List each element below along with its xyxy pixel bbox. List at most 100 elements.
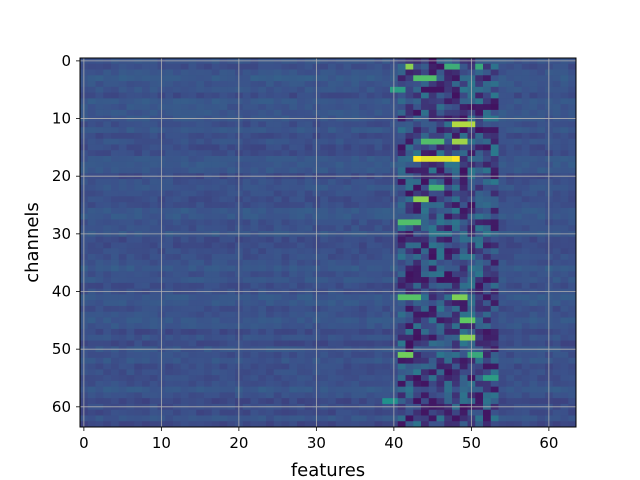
heatmap-cell — [281, 300, 290, 307]
heatmap-cell — [382, 167, 391, 174]
heatmap-cell — [266, 236, 275, 243]
heatmap-cell — [483, 236, 492, 243]
heatmap-cell — [95, 190, 104, 197]
heatmap-cell — [126, 277, 135, 284]
heatmap-cell — [250, 294, 259, 301]
heatmap-cell — [366, 311, 375, 318]
heatmap-cell — [498, 127, 507, 134]
heatmap-cell — [459, 323, 468, 330]
heatmap-cell — [560, 132, 569, 140]
heatmap-cell — [490, 265, 499, 272]
heatmap-cell — [521, 86, 530, 93]
heatmap-cell — [297, 121, 306, 128]
heatmap-cell — [452, 179, 461, 186]
heatmap-cell — [87, 179, 96, 186]
heatmap-cell — [281, 121, 290, 128]
heatmap-cell — [95, 375, 104, 382]
heatmap-cell — [118, 219, 127, 226]
heatmap-cell — [421, 386, 430, 393]
heatmap-cell — [126, 311, 135, 318]
heatmap-cell — [87, 259, 96, 266]
heatmap-cell — [444, 63, 453, 70]
heatmap-cell — [483, 213, 492, 220]
heatmap-cell — [428, 109, 437, 117]
heatmap-cell — [459, 161, 468, 168]
heatmap-cell — [273, 161, 282, 168]
heatmap-cell — [452, 328, 461, 336]
heatmap-cell — [273, 109, 282, 117]
heatmap-cell — [289, 254, 298, 261]
heatmap-cell — [297, 369, 306, 376]
heatmap-cell — [560, 196, 569, 203]
heatmap-cell — [87, 369, 96, 376]
heatmap-cell — [529, 213, 538, 220]
heatmap-cell — [452, 127, 461, 134]
heatmap-cell — [111, 363, 120, 370]
heatmap-cell — [459, 121, 468, 128]
heatmap-cell — [211, 357, 220, 364]
heatmap-cell — [126, 421, 135, 428]
heatmap-cell — [428, 150, 437, 157]
y-tick-label: 0 — [61, 52, 71, 70]
heatmap-cell — [335, 363, 344, 370]
heatmap-cell — [405, 75, 414, 82]
heatmap-cell — [149, 242, 158, 249]
heatmap-cell — [490, 369, 499, 376]
heatmap-cell — [180, 398, 189, 405]
heatmap-cell — [382, 259, 391, 266]
heatmap-cell — [490, 75, 499, 82]
heatmap-cell — [560, 363, 569, 370]
heatmap-cell — [475, 207, 484, 215]
heatmap-cell — [374, 242, 383, 249]
heatmap-cell — [397, 317, 406, 324]
heatmap-cell — [242, 132, 251, 140]
heatmap-cell — [211, 202, 220, 209]
heatmap-cell — [475, 202, 484, 209]
heatmap-cell — [118, 127, 127, 134]
heatmap-cell — [366, 75, 375, 82]
heatmap-cell — [436, 277, 445, 284]
heatmap-cell — [126, 144, 135, 151]
heatmap-cell — [196, 167, 205, 174]
heatmap-cell — [289, 202, 298, 209]
heatmap-cell — [266, 300, 275, 307]
heatmap-cell — [304, 357, 313, 364]
heatmap-cell — [521, 161, 530, 168]
heatmap-cell — [537, 150, 546, 157]
heatmap-cell — [506, 69, 515, 76]
heatmap-cell — [506, 109, 515, 117]
heatmap-cell — [568, 81, 577, 88]
heatmap-cell — [521, 328, 530, 336]
heatmap-cell — [227, 392, 236, 399]
heatmap-cell — [359, 98, 368, 105]
heatmap-cell — [421, 277, 430, 284]
heatmap-cell — [413, 161, 422, 168]
heatmap-cell — [149, 277, 158, 284]
heatmap-cell — [165, 369, 174, 376]
heatmap-cell — [366, 179, 375, 186]
heatmap-cell — [366, 323, 375, 330]
heatmap-cell — [335, 109, 344, 117]
heatmap-cell — [382, 132, 391, 140]
heatmap-cell — [149, 104, 158, 111]
heatmap-cell — [374, 92, 383, 99]
heatmap-cell — [211, 282, 220, 290]
heatmap-cell — [297, 328, 306, 336]
heatmap-cell — [273, 392, 282, 399]
heatmap-cell — [126, 380, 135, 388]
heatmap-cell — [250, 375, 259, 382]
heatmap-cell — [289, 144, 298, 151]
heatmap-cell — [475, 363, 484, 370]
heatmap-cell — [374, 415, 383, 422]
heatmap-cell — [126, 104, 135, 111]
heatmap-cell — [459, 98, 468, 105]
heatmap-cell — [343, 132, 352, 140]
heatmap-cell — [560, 311, 569, 318]
heatmap-cell — [281, 109, 290, 117]
heatmap-cell — [173, 86, 182, 93]
heatmap-cell — [560, 202, 569, 209]
heatmap-cell — [320, 132, 329, 140]
heatmap-cell — [351, 334, 360, 341]
heatmap-cell — [196, 69, 205, 76]
heatmap-cell — [405, 375, 414, 382]
